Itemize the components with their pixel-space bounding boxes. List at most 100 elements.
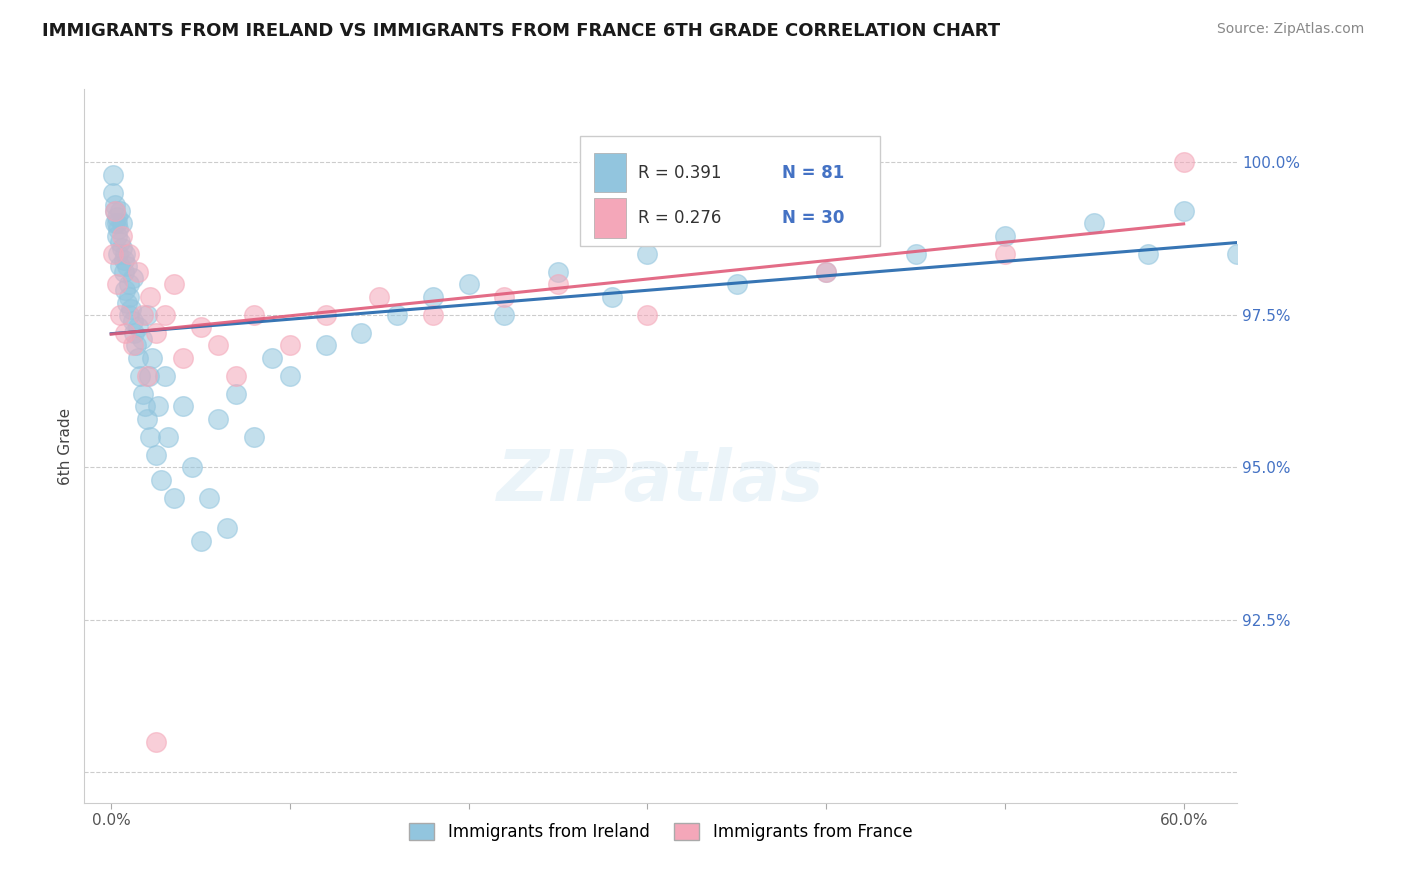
Point — [114, 247, 136, 261]
Point — [145, 326, 167, 341]
Point — [104, 198, 127, 212]
Point — [207, 411, 229, 425]
Text: N = 81: N = 81 — [782, 164, 844, 182]
Point — [108, 308, 131, 322]
FancyBboxPatch shape — [581, 136, 880, 246]
Point — [350, 326, 373, 341]
Point — [150, 473, 173, 487]
Point — [141, 351, 163, 365]
Point — [1351, 198, 1374, 212]
Point — [145, 448, 167, 462]
Text: N = 30: N = 30 — [782, 210, 844, 227]
Point — [494, 308, 516, 322]
FancyBboxPatch shape — [593, 153, 626, 192]
Point — [138, 368, 160, 383]
Point — [135, 411, 157, 425]
Point — [105, 211, 128, 225]
Point — [101, 247, 124, 261]
Point — [139, 430, 162, 444]
Point — [118, 308, 141, 322]
Point — [104, 216, 127, 230]
Point — [457, 277, 479, 292]
Point — [315, 308, 337, 322]
Point — [225, 387, 247, 401]
Point — [278, 368, 301, 383]
Point — [125, 338, 148, 352]
Point — [636, 247, 658, 261]
Point — [163, 277, 186, 292]
Point — [163, 491, 186, 505]
Point — [1226, 247, 1249, 261]
Point — [368, 289, 391, 303]
Point — [107, 247, 129, 261]
Point — [111, 228, 134, 243]
Legend: Immigrants from Ireland, Immigrants from France: Immigrants from Ireland, Immigrants from… — [402, 816, 920, 848]
Point — [120, 301, 142, 316]
Point — [225, 368, 247, 383]
Point — [127, 320, 149, 334]
Point — [815, 265, 838, 279]
FancyBboxPatch shape — [593, 198, 626, 237]
Point — [1136, 247, 1159, 261]
Point — [180, 460, 202, 475]
Point — [260, 351, 283, 365]
Point — [172, 400, 194, 414]
Point — [994, 247, 1017, 261]
Point — [107, 222, 129, 236]
Point — [725, 277, 748, 292]
Point — [101, 168, 124, 182]
Text: R = 0.391: R = 0.391 — [638, 164, 721, 182]
Point — [135, 308, 157, 322]
Point — [101, 186, 124, 200]
Point — [104, 204, 127, 219]
Point — [494, 289, 516, 303]
Point — [198, 491, 221, 505]
Point — [112, 252, 135, 267]
Point — [385, 308, 408, 322]
Point — [994, 228, 1017, 243]
Point — [815, 265, 838, 279]
Point — [190, 320, 212, 334]
Point — [1261, 216, 1284, 230]
Point — [105, 277, 128, 292]
Point — [636, 308, 658, 322]
Point — [153, 308, 176, 322]
Text: ZIPatlas: ZIPatlas — [498, 447, 824, 516]
Point — [104, 204, 127, 219]
Point — [108, 235, 131, 249]
Point — [111, 216, 134, 230]
Point — [118, 277, 141, 292]
Point — [207, 338, 229, 352]
Point — [132, 308, 155, 322]
Text: Source: ZipAtlas.com: Source: ZipAtlas.com — [1216, 22, 1364, 37]
Point — [278, 338, 301, 352]
Point — [145, 735, 167, 749]
Point — [146, 400, 169, 414]
Point — [105, 216, 128, 230]
Point — [108, 204, 131, 219]
Point — [157, 430, 180, 444]
Point — [1083, 216, 1105, 230]
Text: R = 0.276: R = 0.276 — [638, 210, 721, 227]
Point — [132, 387, 155, 401]
Point — [422, 308, 444, 322]
Point — [108, 259, 131, 273]
Point — [422, 289, 444, 303]
Point — [600, 289, 623, 303]
Point — [134, 400, 156, 414]
Point — [127, 351, 149, 365]
Point — [315, 338, 337, 352]
Point — [124, 326, 146, 341]
Point — [121, 314, 143, 328]
Point — [117, 295, 139, 310]
Point — [172, 351, 194, 365]
Point — [121, 271, 143, 285]
Point — [243, 430, 266, 444]
Point — [1173, 204, 1195, 219]
Point — [128, 368, 150, 383]
Point — [243, 308, 266, 322]
Point — [118, 289, 141, 303]
Point — [131, 332, 153, 346]
Point — [112, 265, 135, 279]
Point — [111, 241, 134, 255]
